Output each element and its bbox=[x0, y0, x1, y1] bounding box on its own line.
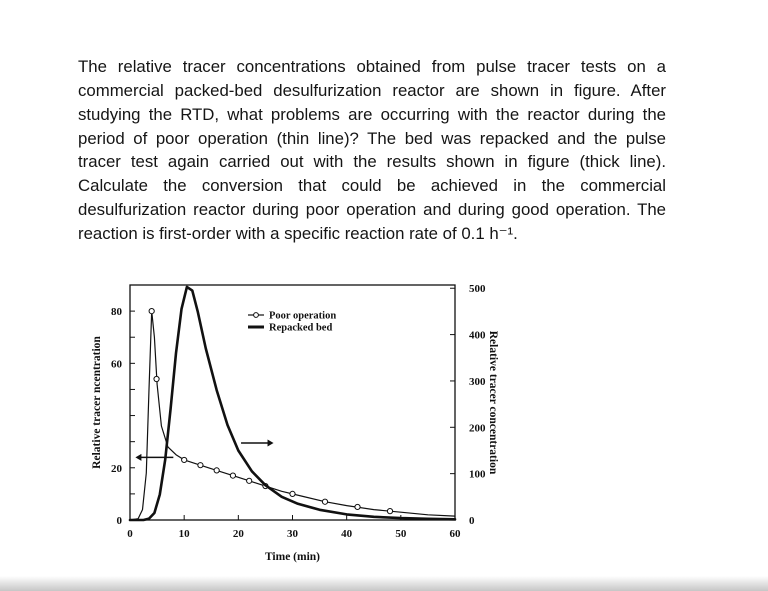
series-marker bbox=[246, 477, 253, 484]
x-axis-tick-label: 60 bbox=[450, 528, 462, 540]
x-axis-tick-label: 50 bbox=[395, 528, 407, 540]
left-arrow-head bbox=[135, 453, 142, 461]
legend-label: Poor operation bbox=[269, 311, 336, 322]
series-marker bbox=[386, 508, 394, 515]
left-axis-tick-label: 80 bbox=[111, 306, 123, 318]
x-axis-tick-label: 30 bbox=[287, 528, 299, 540]
series-marker bbox=[181, 456, 188, 464]
legend-marker bbox=[253, 312, 259, 318]
rtd-chart: 0 20 60 80 0 100 200 300 400 500 0 10 20 30 40 50 60 Time… bbox=[91, 283, 499, 563]
series-marker bbox=[229, 472, 237, 479]
series-marker bbox=[354, 503, 361, 511]
right-arrow-head bbox=[267, 439, 274, 447]
x-axis-tick-label: 20 bbox=[233, 528, 245, 540]
x-axis-tick-label: 10 bbox=[179, 528, 191, 540]
series-marker bbox=[213, 467, 220, 474]
legend-label: Repacked bed bbox=[269, 323, 332, 334]
series-poor-operation bbox=[129, 310, 456, 521]
series-marker bbox=[197, 462, 204, 469]
right-axis-tick-label: 400 bbox=[469, 330, 486, 342]
right-axis-tick-label: 200 bbox=[469, 422, 486, 434]
x-axis-title: Time (min) bbox=[265, 551, 320, 563]
left-axis-tick-label: 0 bbox=[117, 515, 123, 527]
left-axis-title: Relative tracer ncentration bbox=[91, 336, 103, 469]
right-axis-tick-label: 300 bbox=[469, 376, 486, 388]
left-axis-tick-label: 20 bbox=[111, 463, 123, 475]
x-axis-tick-label: 40 bbox=[341, 528, 353, 540]
series-marker bbox=[321, 498, 329, 505]
problem-text: The relative tracer concentrations obtai… bbox=[78, 57, 666, 243]
right-axis-tick-label: 0 bbox=[469, 515, 475, 527]
rtd-chart-figure: 0 20 60 80 0 100 200 300 400 500 0 10 20 30 40 50 60 Time… bbox=[78, 276, 548, 576]
left-axis-tick-label: 60 bbox=[111, 358, 123, 370]
x-axis-tick-label: 0 bbox=[127, 528, 133, 540]
right-axis-tick-label: 500 bbox=[469, 283, 486, 295]
series-marker bbox=[153, 375, 160, 383]
series-repacked-bed bbox=[128, 285, 457, 522]
page-bottom-edge bbox=[0, 576, 768, 591]
series-marker bbox=[148, 308, 155, 315]
right-axis-title: Relative tracer concentration bbox=[487, 331, 499, 475]
series-marker bbox=[289, 490, 296, 497]
right-axis-tick-label: 100 bbox=[469, 469, 486, 481]
